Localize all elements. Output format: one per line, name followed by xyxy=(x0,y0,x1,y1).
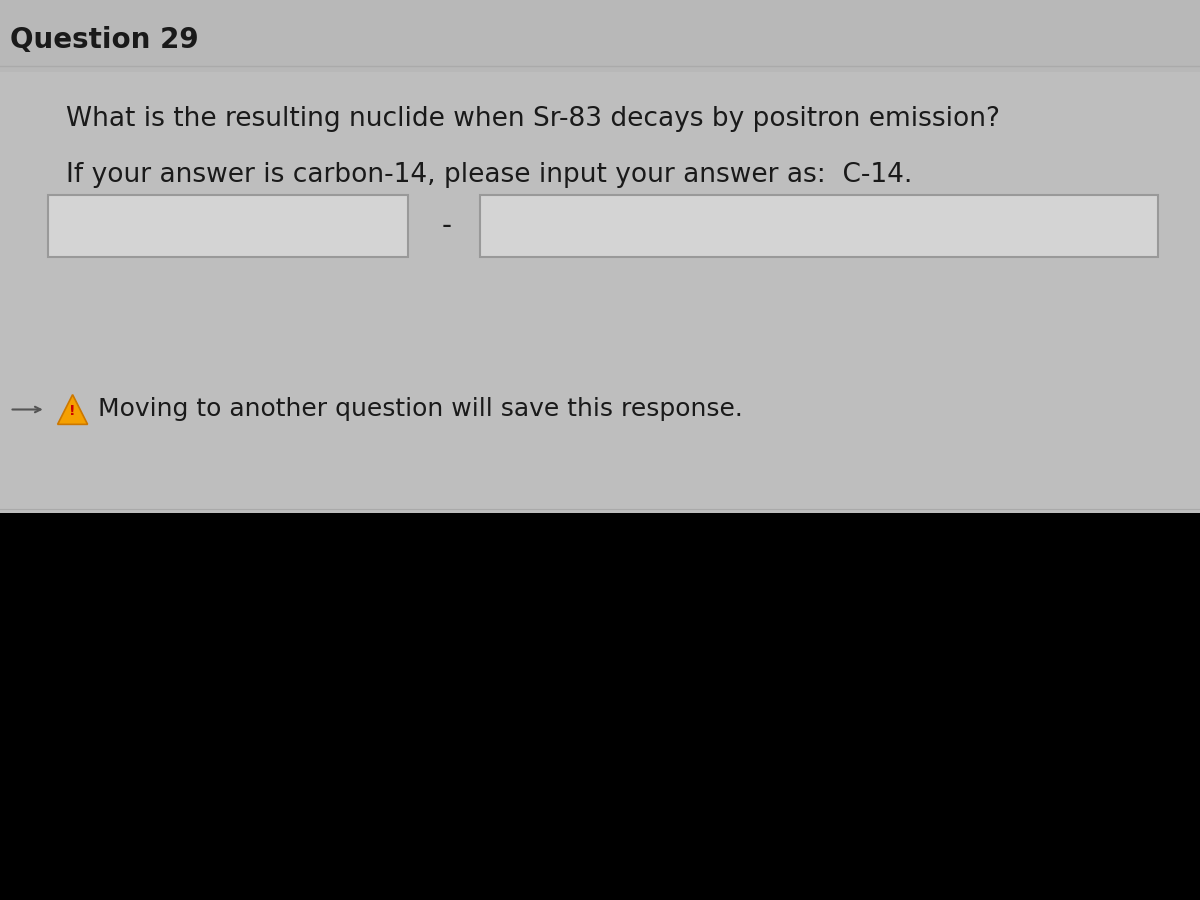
Text: If your answer is carbon-14, please input your answer as:  C-14.: If your answer is carbon-14, please inpu… xyxy=(66,163,912,188)
FancyBboxPatch shape xyxy=(48,195,408,256)
Polygon shape xyxy=(58,394,88,424)
Text: Question 29: Question 29 xyxy=(10,26,198,55)
Bar xyxy=(0,0,1200,72)
Text: What is the resulting nuclide when Sr-83 decays by positron emission?: What is the resulting nuclide when Sr-83… xyxy=(66,106,1000,131)
Text: -: - xyxy=(442,212,451,240)
FancyBboxPatch shape xyxy=(480,195,1158,256)
Text: !: ! xyxy=(70,404,76,418)
Bar xyxy=(0,0,1200,513)
Text: Moving to another question will save this response.: Moving to another question will save thi… xyxy=(98,398,743,421)
